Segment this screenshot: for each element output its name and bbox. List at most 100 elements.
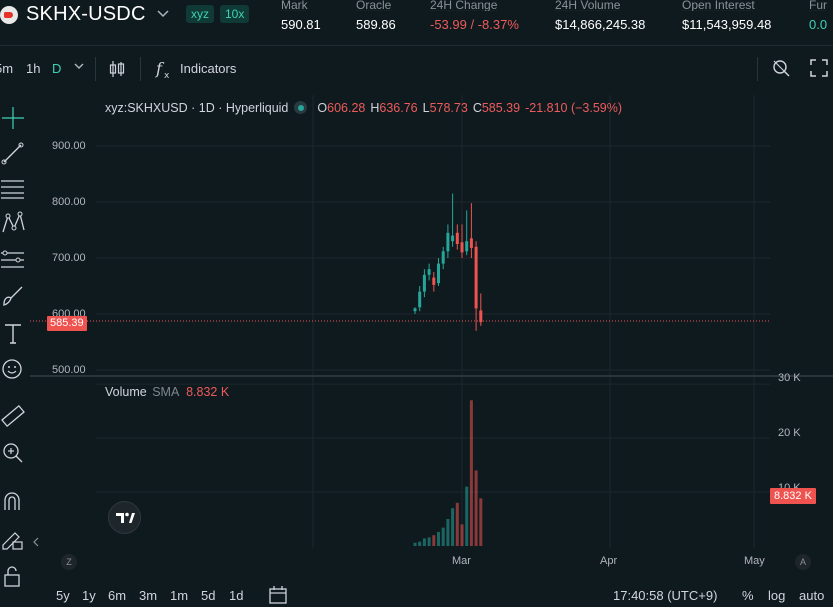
lock-icon[interactable]: [0, 563, 26, 589]
volume-bar: [455, 502, 459, 546]
symbol-label[interactable]: xyz:SKHXUSD · 1D · Hyperliquid: [105, 101, 289, 115]
candle-body: [469, 238, 473, 248]
range-6m[interactable]: 6m: [108, 588, 127, 603]
volume-bar: [474, 470, 478, 546]
volume-bar: [437, 531, 440, 546]
leverage-badge[interactable]: 10x: [220, 5, 250, 23]
candle-body: [474, 246, 478, 309]
candle-body: [460, 242, 464, 253]
volume-bar: [446, 519, 450, 546]
chevron-down-icon[interactable]: [156, 6, 170, 23]
auto-scale-button[interactable]: A: [795, 554, 811, 570]
time-tick: Mar: [452, 555, 471, 567]
fullscreen-icon[interactable]: [810, 59, 828, 80]
range-5d[interactable]: 5d: [201, 588, 216, 603]
range-5y[interactable]: 5y: [56, 588, 70, 603]
stat-mark: Mark 590.81: [281, 0, 321, 32]
volume-last-tag: 8.832 K: [770, 488, 816, 504]
ruler-icon[interactable]: [0, 403, 26, 429]
trend-line-icon[interactable]: [0, 140, 26, 166]
emoji-icon[interactable]: [0, 355, 26, 381]
candle-body: [455, 232, 459, 244]
svg-text:f: f: [155, 59, 165, 78]
candle-body: [479, 310, 483, 323]
volume-bar: [460, 524, 464, 546]
volume-bar: [418, 541, 422, 546]
volume-bar: [422, 538, 426, 546]
time-tick: Apr: [600, 555, 618, 567]
crosshair-icon[interactable]: [0, 105, 26, 131]
volume-bar: [441, 527, 445, 546]
stat-oracle: Oracle 589.86: [356, 0, 396, 32]
stat-24h-volume: 24H Volume $14,866,245.38: [555, 0, 646, 32]
pair-selector[interactable]: SKHX-USDC: [26, 3, 146, 25]
drawing-toolbar: [0, 95, 39, 604]
zoom-reset-button[interactable]: Z: [61, 554, 77, 570]
stat-funding: Fur 0.0: [809, 0, 828, 32]
volume-bar: [413, 542, 417, 546]
candle-body: [422, 274, 426, 292]
volume-bar: [451, 508, 455, 546]
candle-body: [427, 269, 431, 275]
volume-legend: Volume SMA 8.832 K: [105, 385, 230, 399]
price-tick: 900.00: [52, 140, 86, 152]
percent-toggle[interactable]: %: [742, 588, 754, 603]
zoom-in-icon[interactable]: [0, 440, 26, 466]
stat-24h-change: 24H Change -53.99 / -8.37%: [430, 0, 519, 32]
candle-body: [451, 235, 455, 242]
candle-body: [418, 291, 422, 308]
toolbar-divider: [95, 57, 96, 81]
toolbar-divider: [140, 57, 141, 81]
range-1d[interactable]: 1d: [229, 588, 244, 603]
candle-body: [413, 308, 417, 312]
fib-retracement-icon[interactable]: [0, 175, 26, 201]
toolbar-divider: [757, 57, 758, 81]
time-axis: Mar Apr May: [0, 548, 833, 574]
last-price-tag: 585.39: [47, 316, 87, 331]
candle-body: [446, 232, 450, 252]
interval-5m[interactable]: 5m: [0, 61, 14, 76]
chart-toolbar: 5m 1h D fx Indicators: [0, 55, 833, 85]
candle-body: [432, 277, 436, 285]
price-tick: 500.00: [52, 364, 86, 376]
candle-type-icon[interactable]: [108, 59, 126, 82]
screenshot-icon[interactable]: [771, 58, 791, 81]
lock-drawings-icon[interactable]: [0, 525, 26, 551]
chart-legend: xyz:SKHXUSD · 1D · Hyperliquid O606.28 H63…: [105, 101, 623, 115]
tradingview-logo-icon[interactable]: [108, 501, 141, 534]
candle-body: [465, 241, 469, 252]
price-tick: 700.00: [52, 252, 86, 264]
magnet-icon[interactable]: [0, 488, 26, 514]
candle-body: [437, 263, 440, 284]
price-tick: 800.00: [52, 196, 86, 208]
candle-body: [441, 251, 445, 264]
calendar-icon[interactable]: [268, 585, 288, 607]
candles: [413, 193, 483, 331]
price-chart[interactable]: [30, 95, 833, 551]
interval-1h[interactable]: 1h: [26, 61, 41, 76]
market-status-icon: [294, 101, 308, 114]
market-header: SKHX-USDC xyz 10x Mark 590.81 Oracle 589.8…: [0, 0, 833, 46]
range-3m[interactable]: 3m: [139, 588, 158, 603]
interval-d[interactable]: D: [52, 61, 62, 76]
clock-timezone[interactable]: 17:40:58 (UTC+9): [613, 588, 718, 603]
pattern-icon[interactable]: [0, 210, 26, 236]
interval-chevron-icon[interactable]: [73, 59, 85, 76]
brush-icon[interactable]: [0, 282, 26, 308]
log-toggle[interactable]: log: [768, 588, 786, 603]
volume-bar: [479, 498, 483, 546]
skhx-logo-icon: [0, 6, 18, 24]
volume-bar: [432, 535, 436, 546]
forecast-icon[interactable]: [0, 245, 26, 271]
volume-tick: 30 K: [778, 372, 801, 384]
stat-open-interest: Open Interest $11,543,959.48: [682, 0, 772, 32]
range-1m[interactable]: 1m: [170, 588, 189, 603]
time-tick: May: [744, 555, 765, 567]
auto-toggle[interactable]: auto: [799, 588, 825, 603]
indicators-button[interactable]: Indicators: [180, 61, 237, 76]
collapse-toolbar-icon[interactable]: [31, 535, 41, 561]
range-1y[interactable]: 1y: [82, 588, 96, 603]
svg-text:x: x: [164, 71, 170, 80]
text-tool-icon[interactable]: [0, 320, 26, 346]
